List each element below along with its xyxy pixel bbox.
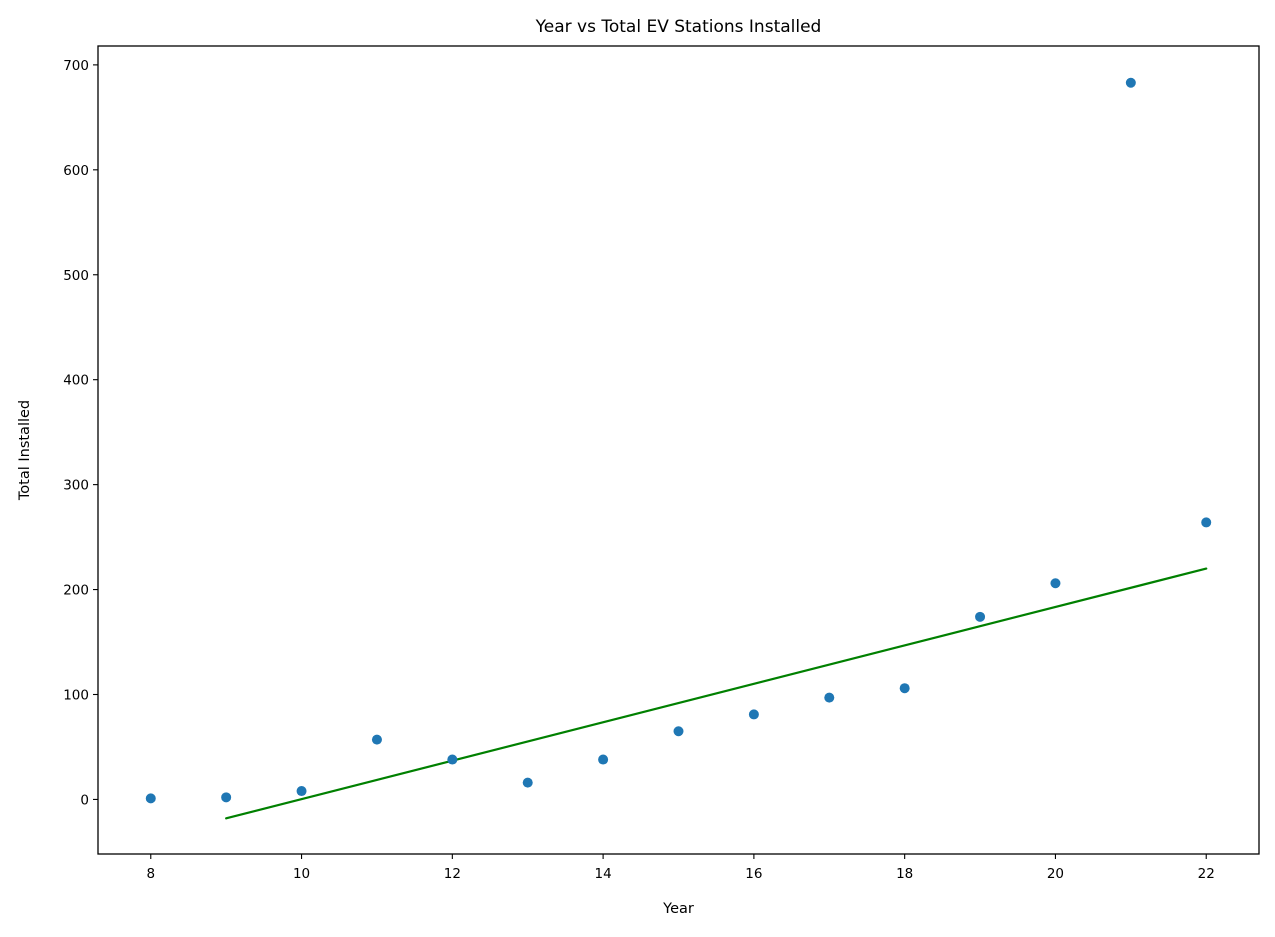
plot-frame <box>97 45 1260 855</box>
data-point <box>673 726 684 737</box>
y-tick-label: 100 <box>63 687 89 703</box>
y-tick-label: 200 <box>63 583 89 599</box>
x-tick-label: 16 <box>745 866 762 882</box>
data-point <box>975 611 986 622</box>
data-point <box>447 754 458 765</box>
y-tick-label: 400 <box>63 373 89 389</box>
x-tick-label: 18 <box>896 866 913 882</box>
x-tick-label: 10 <box>293 866 310 882</box>
data-point <box>145 793 156 804</box>
y-tick-label: 600 <box>63 163 89 179</box>
data-point <box>748 709 759 720</box>
y-tick-label: 300 <box>63 478 89 494</box>
axis-ticks: 8 10 12 14 16 18 20 22 0 100 200 300 400 500 600 700 <box>63 58 1215 882</box>
data-point <box>1125 77 1136 88</box>
x-tick-label: 22 <box>1198 866 1215 882</box>
data-point <box>371 734 382 745</box>
data-point <box>296 786 307 797</box>
y-tick-label: 0 <box>80 792 89 808</box>
regression-line <box>225 567 1208 820</box>
data-point <box>598 754 609 765</box>
y-axis-title: Total Installed <box>17 400 33 501</box>
data-point <box>1201 517 1212 528</box>
x-axis-title: Year <box>662 901 694 917</box>
data-point <box>824 692 835 703</box>
data-point <box>899 683 910 694</box>
x-tick-label: 8 <box>146 866 155 882</box>
x-tick-label: 14 <box>595 866 612 882</box>
chart-title: Year vs Total EV Stations Installed <box>535 17 822 37</box>
y-tick-label: 500 <box>63 268 89 284</box>
x-tick-label: 12 <box>444 866 461 882</box>
x-tick-label: 20 <box>1047 866 1064 882</box>
plot-marks <box>145 77 1212 820</box>
data-point <box>522 777 533 788</box>
y-tick-label: 700 <box>63 58 89 74</box>
data-point <box>1050 578 1061 589</box>
data-point <box>221 792 232 803</box>
